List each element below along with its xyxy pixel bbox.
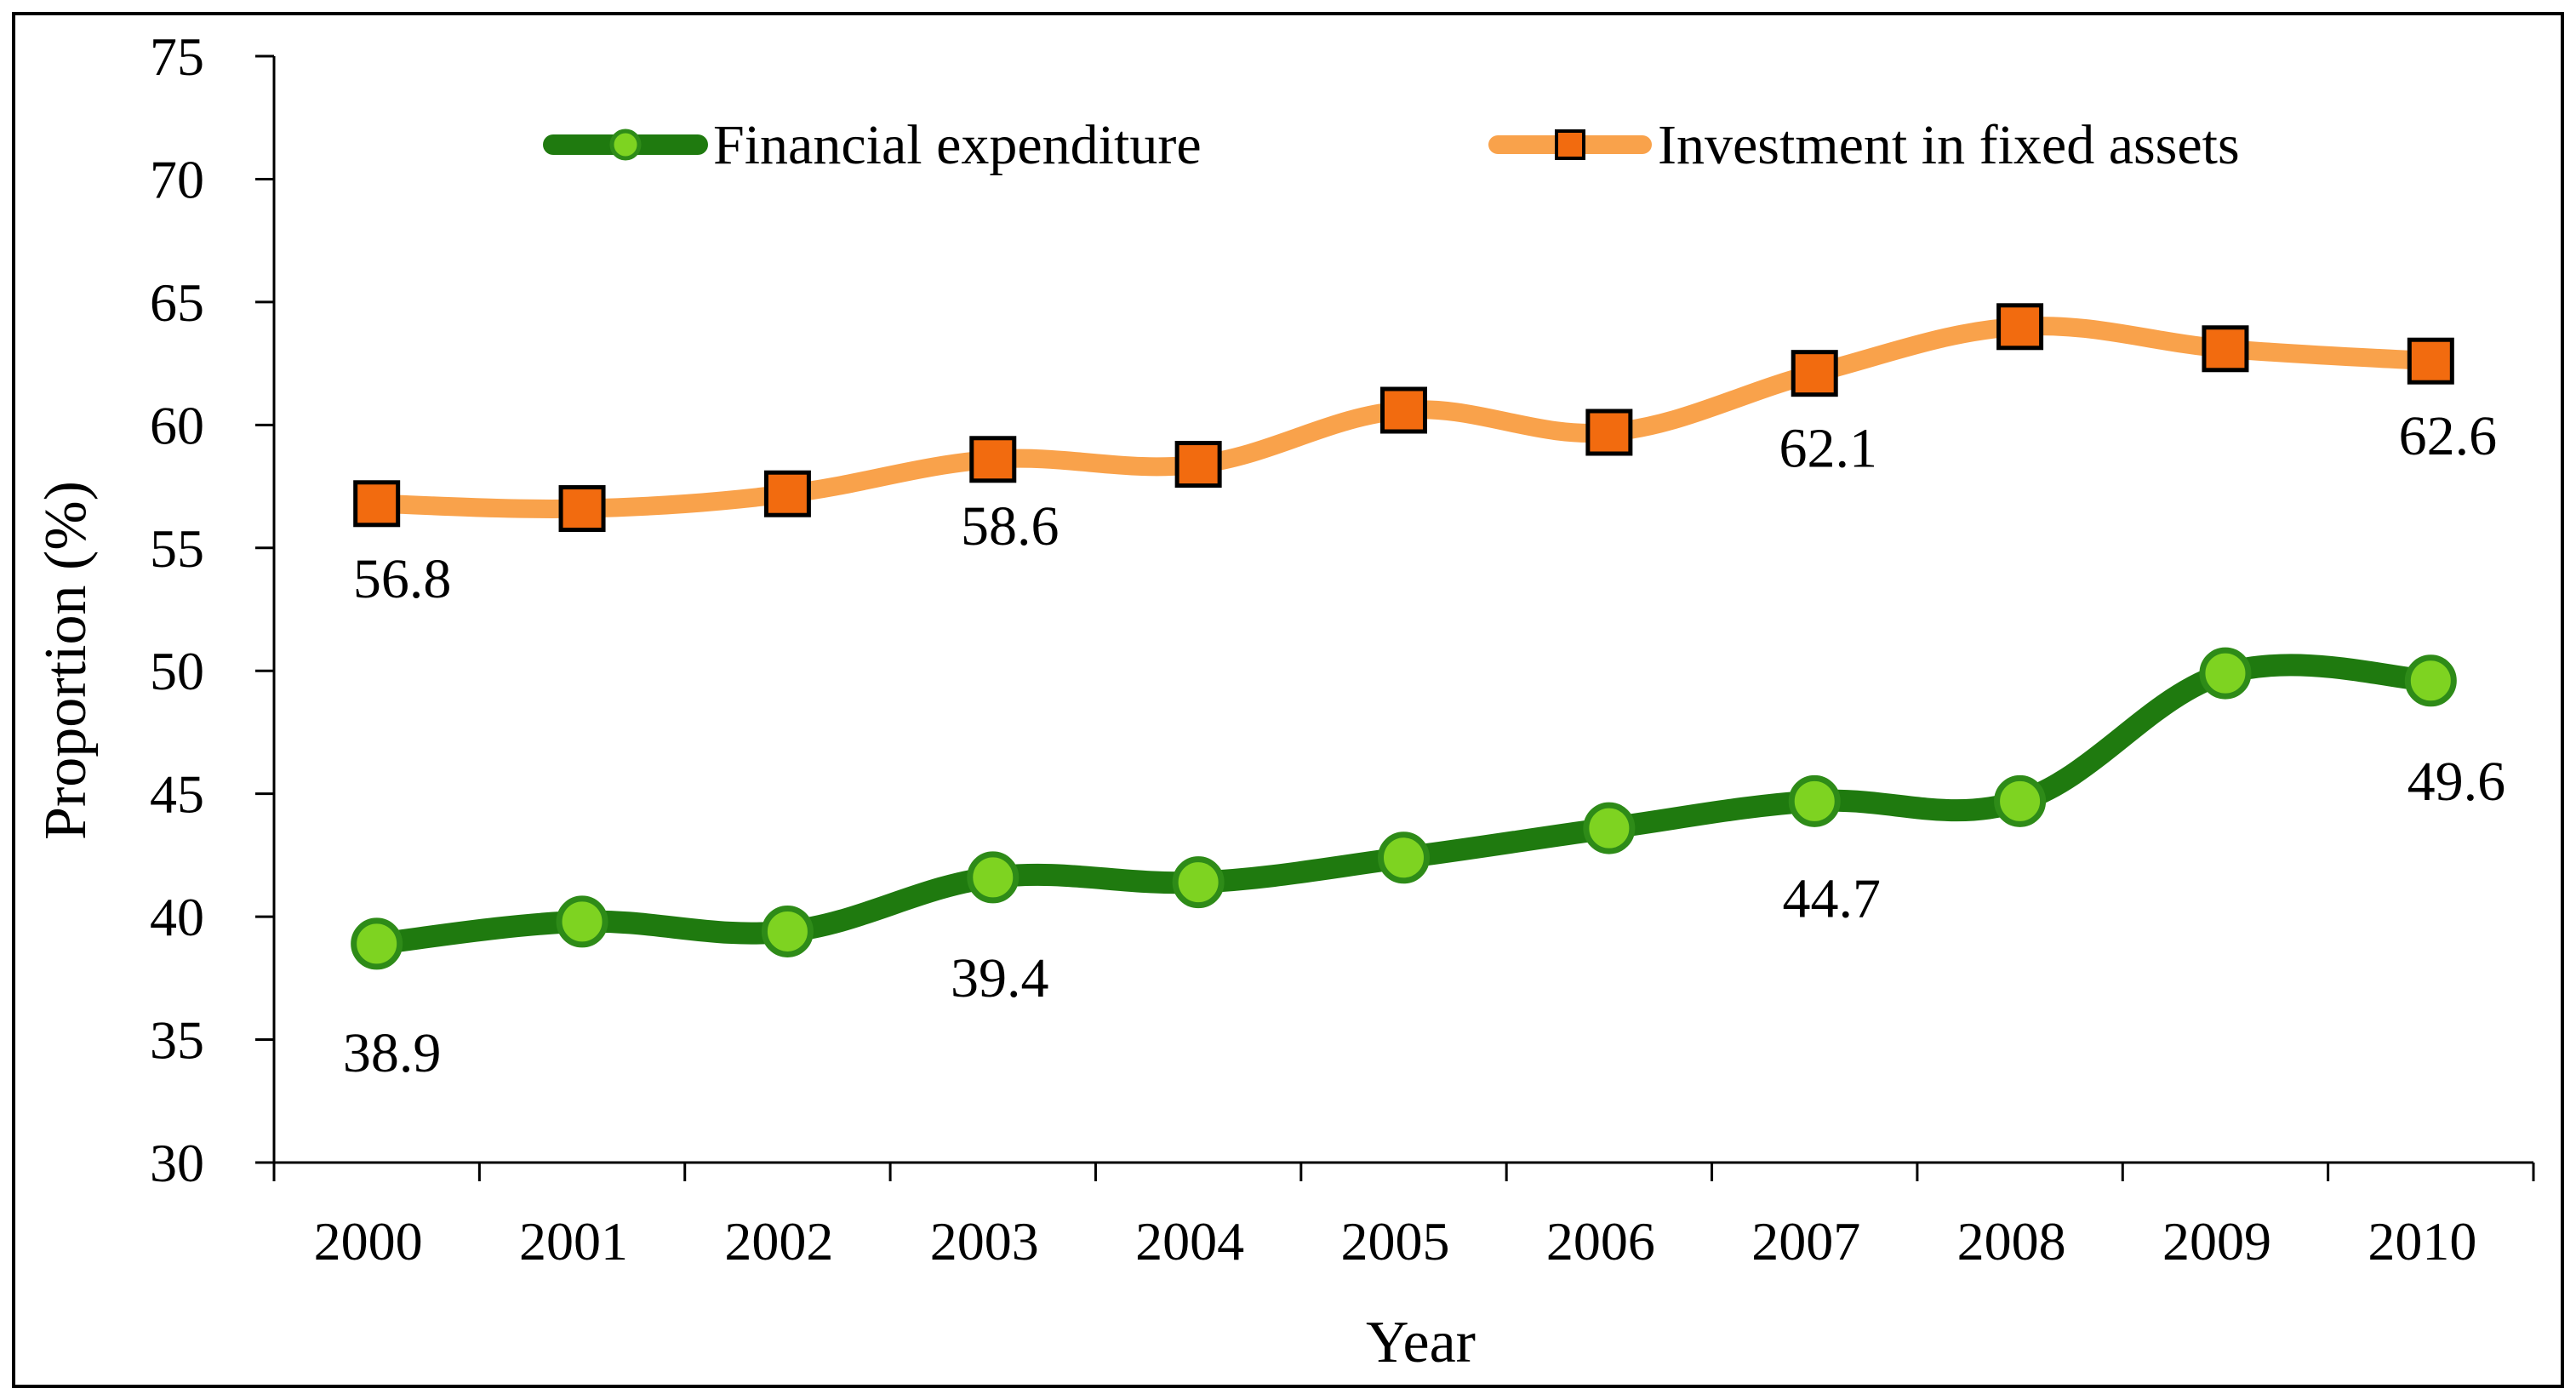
data-point-square: [1585, 409, 1633, 456]
data-point-square: [1174, 441, 1222, 489]
x-axis-title: Year: [1366, 1310, 1476, 1375]
chart-frame: [12, 12, 2564, 1388]
data-point-square: [2407, 337, 2454, 385]
series-line-financial-expenditure: [365, 654, 2442, 955]
series-layer: 38.9 39.4 44.7 49.6 56.8 58.6 62.1 62.6: [343, 303, 2506, 1084]
y-axis-title: Proportion (%): [33, 481, 99, 840]
data-point-circle: [967, 851, 1020, 904]
data-point-circle: [1788, 774, 1841, 827]
data-point-square: [1380, 386, 1427, 434]
x-tick-label: 2001: [519, 1211, 628, 1271]
x-tick-label: 2003: [930, 1211, 1039, 1271]
x-ticks: 2000 2001 2002 2003 2004 2005 2006 2007 2008 2009…: [272, 1163, 2535, 1271]
data-label: 58.6: [961, 495, 1060, 557]
data-point-circle: [2199, 647, 2252, 700]
data-point-circle: [761, 905, 814, 957]
y-tick-label: 30: [150, 1133, 204, 1193]
legend-label-investment-in-fixed-assets: Investment in fixed assets: [1658, 114, 2240, 176]
legend-label-financial-expenditure: Financial expenditure: [713, 114, 1202, 176]
data-point-square: [558, 485, 606, 533]
legend-marker-square-icon: [1555, 129, 1585, 160]
data-point-square: [1791, 350, 1838, 397]
data-point-square: [1996, 303, 2044, 351]
x-tick-label: 2006: [1546, 1211, 1655, 1271]
data-point-square: [353, 480, 401, 528]
data-label: 39.4: [951, 947, 1049, 1009]
data-label: 44.7: [1782, 867, 1881, 929]
x-tick-label: 2000: [314, 1211, 423, 1271]
data-point-square: [2202, 325, 2249, 373]
y-tick-label: 50: [150, 641, 204, 701]
y-tick-label: 70: [150, 149, 204, 209]
data-label: 56.8: [353, 548, 452, 610]
data-point-circle: [1378, 831, 1430, 884]
legend-item-financial-expenditure: Financial expenditure: [543, 114, 1202, 176]
data-label: 62.6: [2399, 405, 2498, 467]
y-tick-label: 45: [150, 764, 204, 825]
data-point-circle: [1583, 802, 1636, 854]
data-point-square: [969, 436, 1017, 483]
legend-marker-circle-icon: [609, 129, 642, 161]
y-tick-label: 55: [150, 518, 204, 579]
data-label: 49.6: [2408, 751, 2506, 813]
x-tick-label: 2004: [1135, 1211, 1244, 1271]
x-tick-label: 2008: [1957, 1211, 2066, 1271]
y-tick-label: 75: [150, 26, 204, 87]
data-point-circle: [1994, 774, 2047, 827]
legend-item-investment-in-fixed-assets: Investment in fixed assets: [1488, 114, 2240, 176]
data-point-square: [763, 470, 811, 517]
data-label: 38.9: [343, 1022, 442, 1084]
x-tick-label: 2010: [2368, 1211, 2476, 1271]
data-point-circle: [1172, 856, 1225, 909]
legend: Financial expenditure Investment in fixe…: [543, 114, 2240, 176]
y-tick-label: 60: [150, 395, 204, 455]
y-ticks: 30 35 40 45 50 55 60 65 70 75: [150, 26, 274, 1193]
y-tick-label: 40: [150, 887, 204, 947]
data-point-circle: [2404, 654, 2457, 707]
y-tick-label: 35: [150, 1010, 204, 1071]
data-label: 62.1: [1779, 418, 1877, 480]
data-point-circle: [351, 917, 403, 970]
x-tick-label: 2005: [1341, 1211, 1450, 1271]
data-point-circle: [556, 895, 608, 948]
y-tick-label: 65: [150, 272, 204, 333]
x-tick-label: 2007: [1751, 1211, 1860, 1271]
x-tick-label: 2009: [2162, 1211, 2271, 1271]
x-tick-label: 2002: [724, 1211, 833, 1271]
